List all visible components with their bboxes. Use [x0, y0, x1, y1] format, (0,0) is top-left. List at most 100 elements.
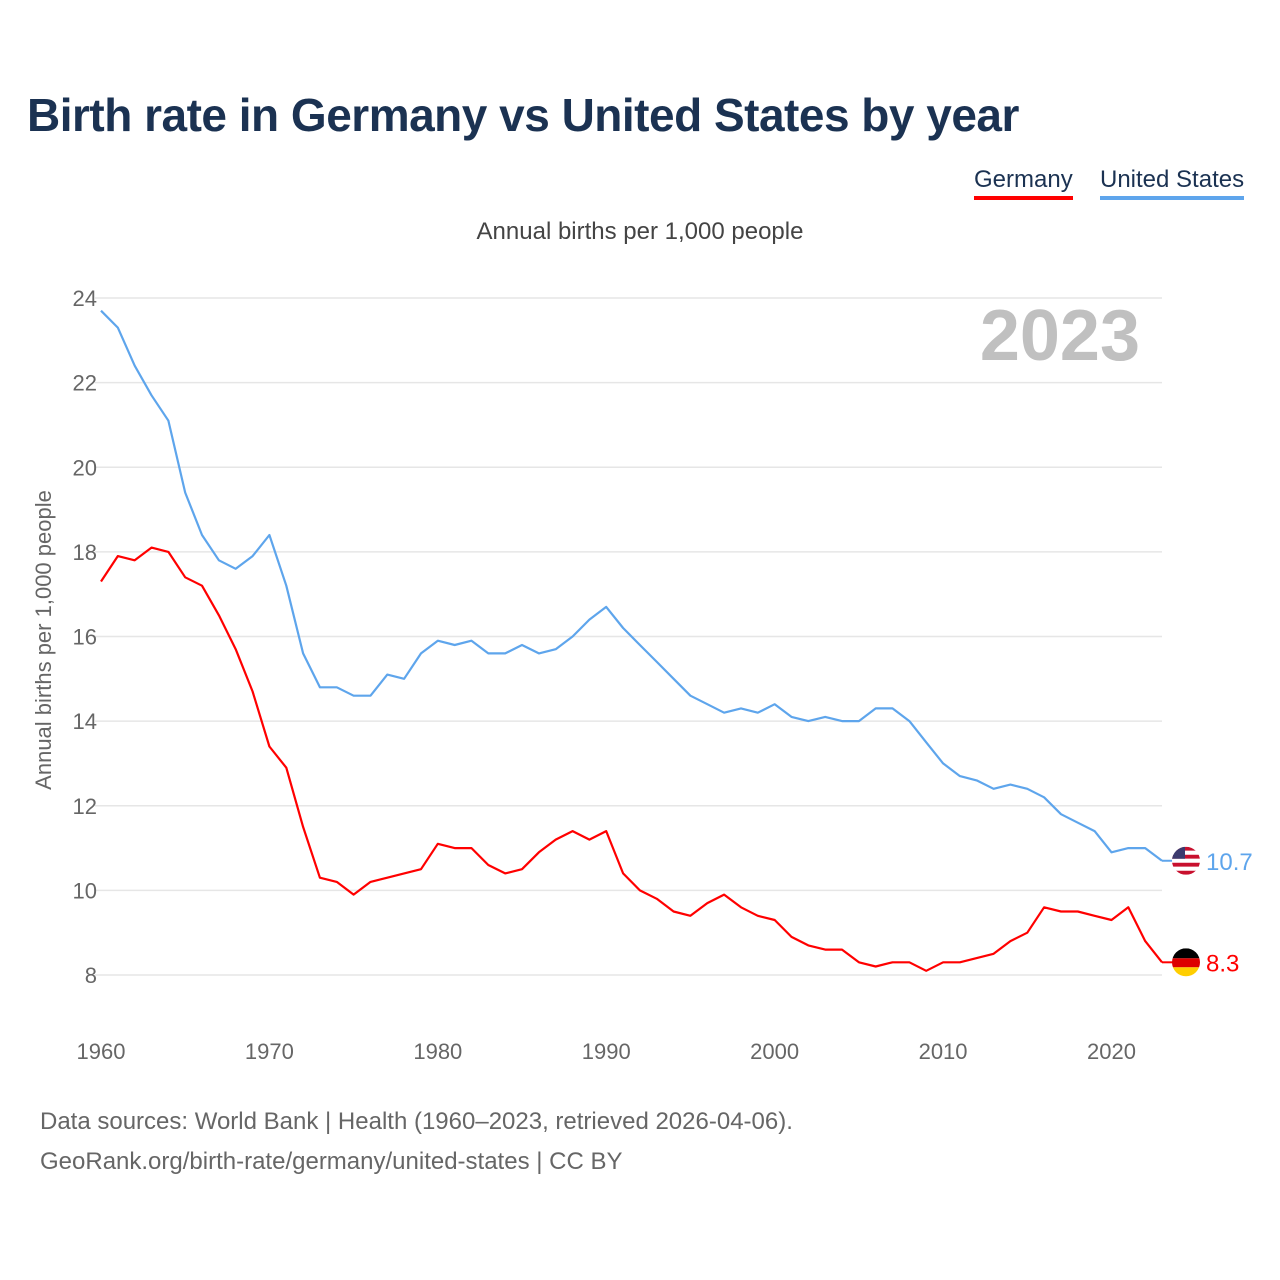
legend-united-states[interactable]: United States — [1100, 166, 1245, 200]
data-point — [924, 740, 928, 744]
data-point — [1008, 939, 1012, 943]
data-point — [419, 651, 423, 655]
data-point — [638, 888, 642, 892]
data-point — [301, 651, 305, 655]
y-tick-label: 8 — [85, 963, 97, 988]
data-point — [739, 706, 743, 710]
data-point — [773, 918, 777, 922]
flag-body — [1172, 948, 1200, 977]
data-point — [823, 715, 827, 719]
data-point — [722, 711, 726, 715]
data-point — [587, 838, 591, 842]
data-point — [907, 719, 911, 723]
flag-stripe — [1172, 854, 1200, 859]
data-point — [907, 960, 911, 964]
data-point — [958, 960, 962, 964]
data-point — [318, 876, 322, 880]
data-point — [537, 850, 541, 854]
data-point — [789, 715, 793, 719]
data-point — [571, 635, 575, 639]
germany-flag-icon — [1172, 948, 1200, 977]
legend-germany[interactable]: Germany — [974, 166, 1073, 200]
data-point — [116, 326, 120, 330]
data-point — [874, 706, 878, 710]
data-point — [234, 647, 238, 651]
x-tick-label: 1990 — [582, 1039, 631, 1064]
data-point — [1143, 939, 1147, 943]
data-point — [840, 719, 844, 723]
data-point — [251, 554, 255, 558]
data-point — [891, 706, 895, 710]
data-point — [1059, 812, 1063, 816]
flag-canton — [1172, 846, 1185, 859]
data-point — [217, 613, 221, 617]
data-source: Data sources: World Bank | Health (1960–… — [40, 1108, 793, 1135]
data-point — [234, 567, 238, 571]
data-point — [200, 533, 204, 537]
flag-stripe — [1172, 866, 1200, 871]
data-point — [1109, 918, 1113, 922]
data-point — [1008, 783, 1012, 787]
data-point — [486, 651, 490, 655]
flag-stripe — [1172, 846, 1200, 851]
data-point — [604, 605, 608, 609]
data-point — [672, 677, 676, 681]
data-point — [773, 702, 777, 706]
data-point — [503, 871, 507, 875]
data-point — [621, 626, 625, 630]
data-point — [284, 766, 288, 770]
data-point — [99, 579, 103, 583]
data-point — [1143, 846, 1147, 850]
data-point — [453, 846, 457, 850]
data-point — [756, 711, 760, 715]
year-badge: 2023 — [980, 296, 1140, 376]
data-point — [318, 685, 322, 689]
flag-stripe — [1172, 862, 1200, 867]
source-link[interactable]: GeoRank.org/birth-rate/germany/united-st… — [40, 1148, 623, 1175]
series-line-germany — [100, 546, 1163, 972]
data-point — [806, 943, 810, 947]
data-point — [267, 745, 271, 749]
data-point — [503, 651, 507, 655]
data-point — [368, 694, 372, 698]
data-point — [975, 956, 979, 960]
flag-stripe — [1172, 967, 1200, 977]
data-point — [571, 829, 575, 833]
data-point — [874, 965, 878, 969]
data-point — [705, 901, 709, 905]
flag-body — [1172, 846, 1200, 875]
data-point — [705, 702, 709, 706]
data-point — [1126, 905, 1130, 909]
us-flag-icon — [1172, 846, 1200, 875]
data-point — [402, 677, 406, 681]
data-point — [975, 778, 979, 782]
data-point — [1093, 914, 1097, 918]
data-point — [335, 685, 339, 689]
data-point — [941, 960, 945, 964]
data-point — [1076, 910, 1080, 914]
data-point — [1076, 821, 1080, 825]
x-tick-label: 2020 — [1087, 1039, 1136, 1064]
data-point — [587, 618, 591, 622]
data-point — [1059, 910, 1063, 914]
data-point — [554, 838, 558, 842]
x-tick-label: 1970 — [245, 1039, 294, 1064]
data-point — [183, 575, 187, 579]
data-point — [1042, 905, 1046, 909]
flag-stripe — [1172, 958, 1200, 968]
data-point — [217, 558, 221, 562]
series-line-united-states — [100, 309, 1163, 862]
data-point — [823, 948, 827, 952]
data-point — [891, 960, 895, 964]
data-point — [352, 694, 356, 698]
chart-title: Birth rate in Germany vs United States b… — [27, 89, 1019, 141]
data-point — [1126, 846, 1130, 850]
data-point — [385, 673, 389, 677]
data-point — [924, 969, 928, 973]
data-point — [486, 863, 490, 867]
y-tick-label: 24 — [73, 286, 97, 311]
data-point — [453, 643, 457, 647]
y-tick-label: 16 — [73, 625, 97, 650]
data-point — [789, 935, 793, 939]
